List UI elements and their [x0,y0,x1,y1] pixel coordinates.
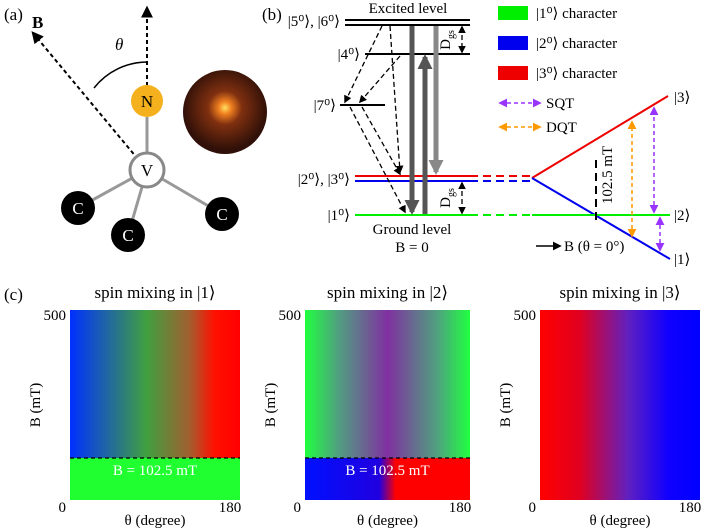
carbon-atom [61,191,95,225]
state-line [531,177,671,260]
map-title: spin mixing in |1⟩ [94,283,215,302]
map-lower [305,458,470,500]
atom-label: C [72,199,83,218]
vacancy [128,151,166,189]
angle-symbol: θ [115,35,123,54]
map-upper [70,310,240,458]
decay-arrows [344,25,466,215]
atom-label: C [122,226,133,245]
map-title: spin mixing in |2⟩ [327,283,448,302]
crossing-label: 102.5 mT [600,146,616,204]
level-label: |1⁰⟩ [328,208,350,224]
origin-label: 0 [294,500,302,516]
state-label: |2⟩ [674,208,690,224]
y-axis-label: B (mT) [263,383,279,428]
splitting-label: Dgs [438,188,457,208]
legend-label: DQT [546,120,577,136]
panel-label: (a) [4,5,23,24]
threshold-label: B = 102.5 mT [345,463,429,479]
legend-label: |2⁰⟩ character [536,36,617,52]
map [540,310,700,500]
transitions: SQT DQT [498,96,665,252]
level-label: |2⁰⟩, |3⁰⟩ [298,172,350,188]
symbol: D [438,197,454,208]
state-line [531,95,669,179]
atom-label: C [216,205,227,224]
subscript: gs [446,188,457,197]
panel-label: (b) [262,5,282,24]
field-arrow [31,31,148,171]
x-axis-label: θ (degree) [590,513,651,529]
y-axis-label: B (mT) [498,383,514,428]
carbon-atom [111,218,145,252]
map-lower [70,458,240,500]
level-label: Excited level [369,1,448,17]
legend-label: SQT [546,96,574,112]
atom-label: V [141,161,154,180]
subscript: gs [446,30,457,39]
level-label: |5⁰⟩, |6⁰⟩ [288,14,340,30]
x-tick-label: 180 [679,500,702,516]
nitrogen-atom [131,85,163,117]
legend-swatch [498,66,528,80]
legend-swatch [498,36,528,50]
origin-label: 0 [59,500,67,516]
x-axis-label: θ (degree) [357,513,418,529]
carbon-atom [205,197,239,231]
legend-swatch [498,6,528,20]
y-tick-label: 500 [514,308,537,324]
legend-label: |3⁰⟩ character [536,66,617,82]
fluorescence-image [183,70,267,154]
maps: B = 102.5 mT spin mixing in |1⟩ 500 0 180 θ (… [28,283,701,529]
level-label: |7⁰⟩ [314,98,336,114]
origin-label: 0 [529,500,537,516]
map-upper [305,310,470,458]
level-label: Ground level [373,222,452,238]
legend: |1⁰⟩ character |2⁰⟩ character |3⁰⟩ charact… [498,6,617,82]
y-tick-label: 500 [44,308,67,324]
x-axis-label: θ (degree) [125,513,186,529]
state-label: |3⟩ [674,90,690,106]
x-tick-label: 180 [219,500,242,516]
map-title: spin mixing in |3⟩ [559,283,680,302]
field-axis-label: B (θ = 0°) [564,239,624,255]
y-tick-label: 500 [279,308,302,324]
angle-arc [93,61,148,89]
x-tick-label: 180 [449,500,472,516]
field-symbol: B [32,13,43,32]
field-label: B = 0 [395,240,428,256]
legend-label: |1⁰⟩ character [536,6,617,22]
atom-label: N [141,92,153,111]
threshold-label: B = 102.5 mT [113,463,197,479]
panel-label: (c) [4,285,23,304]
symbol: D [438,39,454,50]
state-label: |1⟩ [674,252,690,268]
splitting-label: Dgs [438,30,457,50]
level-label: |4⁰⟩ [338,47,360,63]
y-axis-label: B (mT) [28,383,44,428]
